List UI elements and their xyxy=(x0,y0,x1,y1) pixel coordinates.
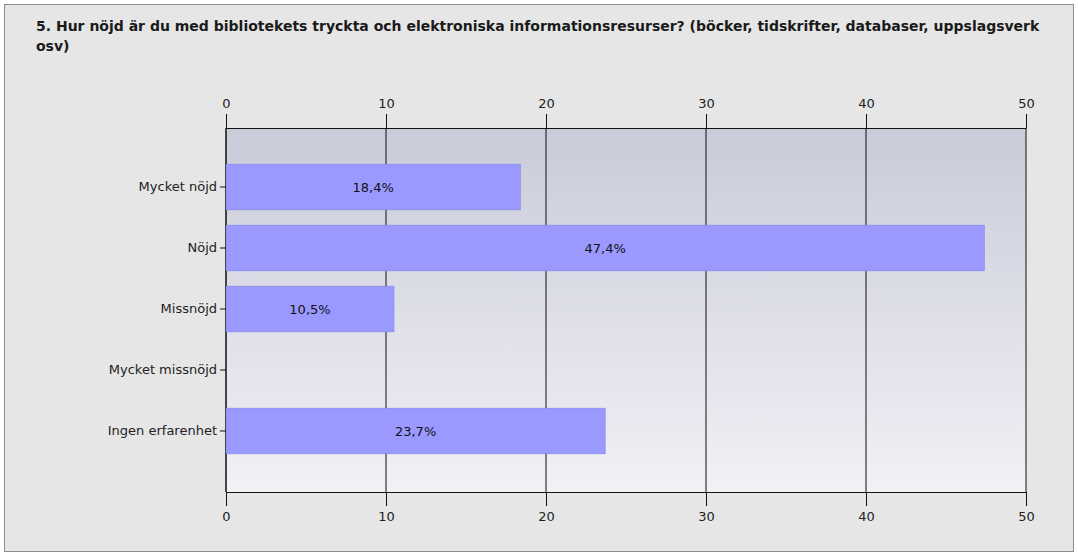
x-axis-bottom: 0 10 20 30 40 50 xyxy=(222,492,1034,524)
title-line: 5. Hur nöjd är du med bibliotekets tryck… xyxy=(36,18,1040,34)
plot-area xyxy=(226,128,1026,492)
grid-line xyxy=(706,128,707,492)
bar xyxy=(226,225,984,271)
grid-line xyxy=(1026,128,1027,492)
tick-mark xyxy=(706,492,707,506)
tick: 10 xyxy=(378,96,395,128)
tick-label: 0 xyxy=(222,509,230,524)
tick-mark xyxy=(220,370,226,371)
tick-mark xyxy=(1026,114,1027,128)
tick-label: 40 xyxy=(858,96,875,111)
data-label: 18,4% xyxy=(353,180,394,195)
tick-mark xyxy=(220,248,226,249)
tick-mark xyxy=(386,492,387,506)
tick-label: 50 xyxy=(1018,96,1035,111)
tick-label: Ingen erfarenhet xyxy=(108,423,217,438)
tick-mark xyxy=(226,492,227,506)
data-label: 23,7% xyxy=(395,424,436,439)
tick-label: Nöjd xyxy=(187,240,217,255)
tick-mark xyxy=(1026,492,1027,506)
tick-mark xyxy=(386,114,387,128)
tick: 20 xyxy=(538,492,555,524)
tick: 0 xyxy=(222,96,230,128)
tick-mark xyxy=(546,492,547,506)
tick-mark xyxy=(546,114,547,128)
tick-label: 30 xyxy=(698,509,715,524)
grid xyxy=(226,128,1026,492)
bar xyxy=(226,164,520,210)
chart: 5. Hur nöjd är du med bibliotekets tryck… xyxy=(0,0,1078,556)
x-axis-top: 0 10 20 30 40 50 xyxy=(222,96,1034,129)
tick: 0 xyxy=(222,492,230,524)
tick: 10 xyxy=(378,492,395,524)
bar xyxy=(226,286,394,332)
tick: 40 xyxy=(858,492,875,524)
tick: Ingen erfarenhet xyxy=(108,423,226,438)
title-line: osv) xyxy=(36,38,69,54)
tick: Mycket nöjd xyxy=(139,179,226,194)
tick: Missnöjd xyxy=(161,301,226,316)
tick: 20 xyxy=(538,96,555,128)
background xyxy=(5,5,1074,552)
tick-label: 10 xyxy=(378,509,395,524)
tick-label: Missnöjd xyxy=(161,301,217,316)
tick: 40 xyxy=(858,96,875,128)
tick: 30 xyxy=(698,96,715,128)
tick-mark xyxy=(220,187,226,188)
tick-label: 40 xyxy=(858,509,875,524)
data-label: 47,4% xyxy=(585,241,626,256)
data-label: 10,5% xyxy=(289,302,330,317)
tick: 30 xyxy=(698,492,715,524)
title: 5. Hur nöjd är du med bibliotekets tryck… xyxy=(36,18,1040,54)
tick: Nöjd xyxy=(187,240,226,255)
tick: 50 xyxy=(1018,492,1035,524)
tick-mark xyxy=(220,309,226,310)
axis-line xyxy=(227,492,1027,493)
tick-mark xyxy=(866,114,867,128)
tick: 50 xyxy=(1018,96,1035,128)
tick-label: 20 xyxy=(538,96,555,111)
tick: Mycket missnöjd xyxy=(109,362,226,377)
tick-mark xyxy=(220,431,226,432)
tick-mark xyxy=(866,492,867,506)
tick-label: Mycket nöjd xyxy=(139,179,217,194)
tick-label: 20 xyxy=(538,509,555,524)
data-labels: 18,4% 47,4% 10,5% 23,7% xyxy=(289,180,626,439)
tick-mark xyxy=(706,114,707,128)
bars xyxy=(226,164,984,454)
tick-label: Mycket missnöjd xyxy=(109,362,217,377)
bar xyxy=(226,408,605,454)
y-axis: Mycket nöjd Nöjd Missnöjd Mycket missnöjd In… xyxy=(108,128,226,492)
tick-label: 10 xyxy=(378,96,395,111)
tick-label: 50 xyxy=(1018,509,1035,524)
axis-line xyxy=(227,128,1027,129)
tick-label: 30 xyxy=(698,96,715,111)
tick-label: 0 xyxy=(222,96,230,111)
tick-mark xyxy=(226,114,227,128)
grid-line xyxy=(866,128,867,492)
